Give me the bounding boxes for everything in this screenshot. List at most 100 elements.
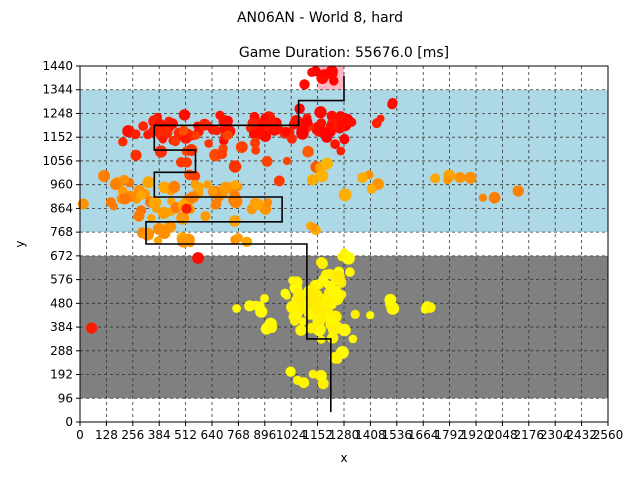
data-point <box>346 117 357 127</box>
data-point <box>178 109 191 121</box>
x-tick-label: 384 <box>148 428 171 442</box>
data-point <box>324 296 335 307</box>
x-tick-label: 2432 <box>566 428 597 442</box>
data-point <box>259 130 272 142</box>
data-point <box>315 370 327 382</box>
data-point <box>109 202 118 211</box>
x-tick-label: 512 <box>174 428 197 442</box>
y-tick-label: 384 <box>50 320 73 334</box>
data-point <box>280 288 290 298</box>
y-tick-label: 1440 <box>42 59 73 73</box>
x-tick-label: 128 <box>95 428 118 442</box>
x-tick-label: 2048 <box>487 428 518 442</box>
data-point <box>299 79 310 90</box>
data-point <box>295 324 307 336</box>
data-point <box>77 198 89 210</box>
data-point <box>118 137 128 147</box>
data-point <box>232 304 242 313</box>
data-point <box>376 114 385 123</box>
data-point <box>216 148 228 160</box>
data-point <box>154 145 167 158</box>
data-point <box>338 188 352 202</box>
data-point <box>345 267 355 277</box>
data-point <box>263 198 273 207</box>
data-point <box>235 141 248 154</box>
data-point <box>330 139 340 150</box>
data-point <box>294 103 305 114</box>
data-point <box>430 173 441 184</box>
x-tick-label: 1792 <box>434 428 465 442</box>
x-tick-label: 1280 <box>329 428 360 442</box>
path-line <box>145 75 345 413</box>
data-point <box>142 176 155 189</box>
data-point <box>110 178 122 190</box>
data-point <box>333 270 345 283</box>
x-tick-label: 0 <box>76 428 84 442</box>
x-tick-label: 1664 <box>408 428 439 442</box>
data-point <box>148 196 162 209</box>
data-point <box>286 300 300 314</box>
data-point <box>305 323 317 334</box>
data-point <box>324 268 335 280</box>
data-point <box>138 121 149 131</box>
data-point <box>302 145 314 158</box>
data-point <box>464 171 477 184</box>
data-point <box>317 335 326 344</box>
data-point <box>336 146 346 156</box>
data-point <box>328 324 339 336</box>
data-point <box>204 139 213 148</box>
data-point <box>298 377 310 389</box>
data-point <box>148 125 158 135</box>
data-point <box>167 118 179 130</box>
data-point <box>306 174 319 186</box>
data-point <box>285 366 296 377</box>
data-point <box>192 131 201 140</box>
data-point <box>192 252 205 264</box>
data-point <box>230 180 240 190</box>
data-point <box>136 190 146 200</box>
data-point <box>293 287 305 299</box>
data-point <box>443 176 452 185</box>
y-tick-label: 480 <box>50 296 73 310</box>
x-tick-label: 1408 <box>355 428 386 442</box>
data-point <box>301 116 313 128</box>
player-path <box>145 75 345 413</box>
data-point <box>251 198 264 211</box>
data-point <box>316 118 327 128</box>
x-tick-label: 2176 <box>514 428 545 442</box>
data-point <box>177 234 191 248</box>
data-point <box>307 67 317 77</box>
data-point <box>314 106 327 119</box>
data-point <box>273 175 285 187</box>
data-point <box>158 135 167 144</box>
data-point <box>189 170 201 182</box>
data-point <box>300 304 310 314</box>
y-tick-label: 960 <box>50 178 73 192</box>
data-point <box>158 181 171 194</box>
data-point <box>168 180 181 193</box>
data-point <box>233 233 243 243</box>
data-point <box>329 351 342 364</box>
data-point <box>130 149 142 161</box>
data-point <box>291 277 300 286</box>
data-point <box>348 334 358 344</box>
data-point <box>325 67 338 80</box>
x-tick-label: 1024 <box>276 428 307 442</box>
data-point <box>86 322 98 334</box>
data-point <box>342 251 355 265</box>
data-point <box>208 186 218 196</box>
y-tick-label: 576 <box>50 273 73 287</box>
data-point <box>366 184 377 194</box>
x-tick-label: 1536 <box>382 428 413 442</box>
data-point <box>298 317 308 326</box>
x-tick-label: 640 <box>201 428 224 442</box>
y-tick-label: 1344 <box>42 83 73 97</box>
data-point <box>366 311 375 320</box>
data-point <box>357 172 368 183</box>
data-point <box>203 180 212 189</box>
data-point <box>261 156 273 167</box>
data-point <box>286 133 297 144</box>
data-point <box>211 199 222 210</box>
